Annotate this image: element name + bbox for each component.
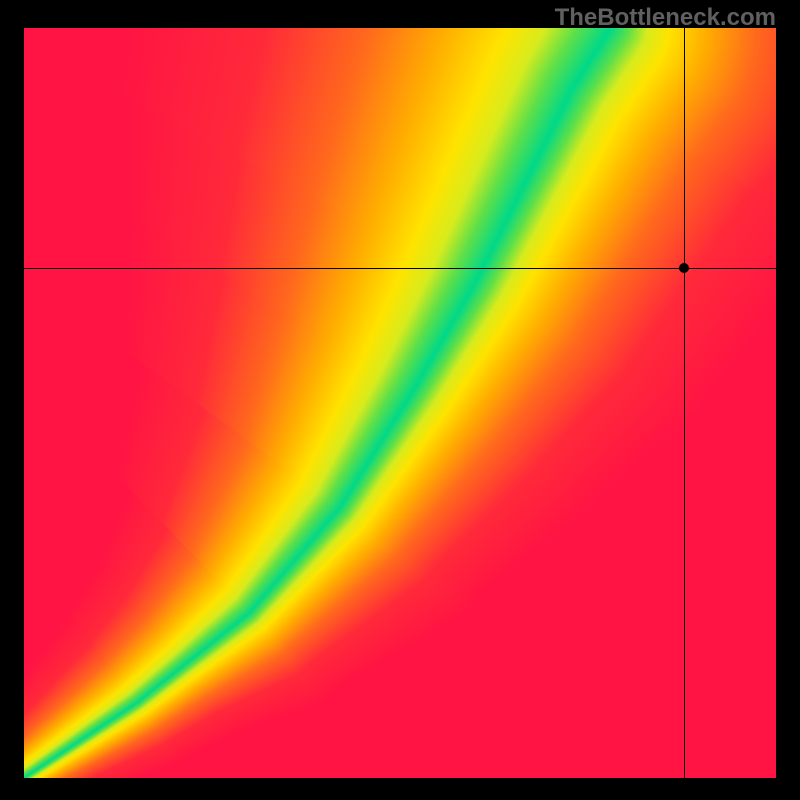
crosshair-horizontal <box>24 268 776 269</box>
watermark-text: TheBottleneck.com <box>555 4 776 32</box>
crosshair-marker <box>679 263 689 273</box>
chart-container: TheBottleneck.com <box>0 0 800 800</box>
crosshair-vertical <box>684 28 685 778</box>
heatmap-canvas <box>24 28 776 778</box>
plot-area <box>24 28 776 778</box>
